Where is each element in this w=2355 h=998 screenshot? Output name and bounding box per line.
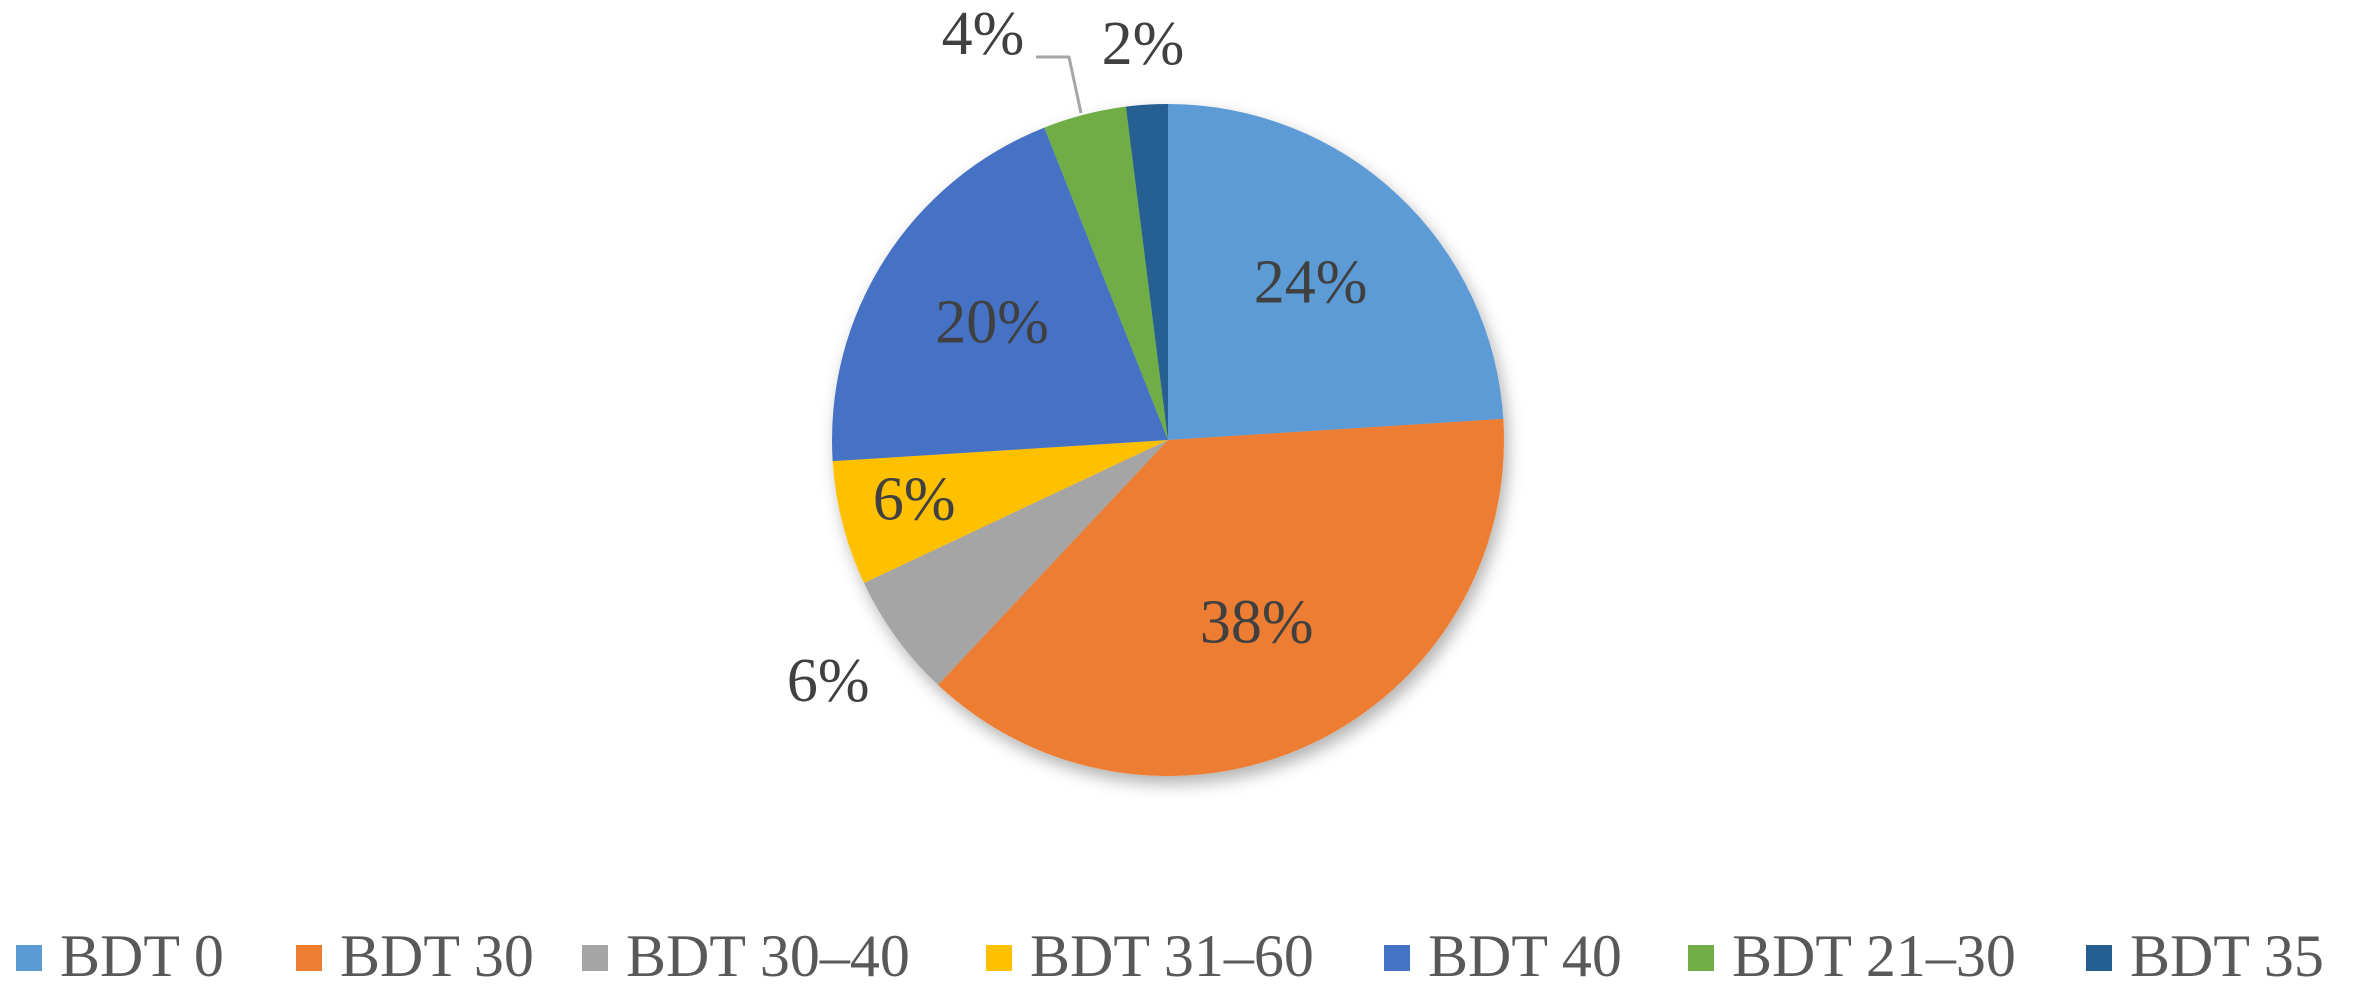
legend-label: BDT 30–40 xyxy=(626,923,910,989)
legend-swatch xyxy=(986,945,1012,971)
pie-slice xyxy=(863,440,1168,685)
data-label: 4% xyxy=(942,0,1025,68)
legend-label: BDT 0 xyxy=(60,923,224,989)
pie-slice xyxy=(1044,106,1168,440)
pie-slice xyxy=(937,418,1504,777)
pie-slice xyxy=(832,440,1168,584)
pie-slice xyxy=(1125,104,1168,440)
data-label: 24% xyxy=(1254,248,1368,316)
legend-swatch xyxy=(2086,945,2112,971)
data-label: 20% xyxy=(935,289,1049,357)
legend-label: BDT 21–30 xyxy=(1732,923,2016,989)
leader-line xyxy=(1036,55,1083,114)
legend-label: BDT 35 xyxy=(2130,923,2324,989)
legend-label: BDT 31–60 xyxy=(1030,923,1314,989)
pie-slice xyxy=(1168,104,1504,440)
legend-swatch xyxy=(1688,945,1714,971)
data-label: 2% xyxy=(1102,10,1185,78)
data-label: 6% xyxy=(787,647,870,715)
pie-slice xyxy=(832,127,1168,462)
data-label: 6% xyxy=(873,465,956,533)
legend-label: BDT 40 xyxy=(1428,923,1622,989)
legend-swatch xyxy=(1384,945,1410,971)
legend-swatch xyxy=(582,945,608,971)
pie xyxy=(832,104,1504,777)
legend-label: BDT 30 xyxy=(340,923,534,989)
legend-swatch xyxy=(296,945,322,971)
legend-swatch xyxy=(16,945,42,971)
data-label: 38% xyxy=(1200,589,1314,657)
